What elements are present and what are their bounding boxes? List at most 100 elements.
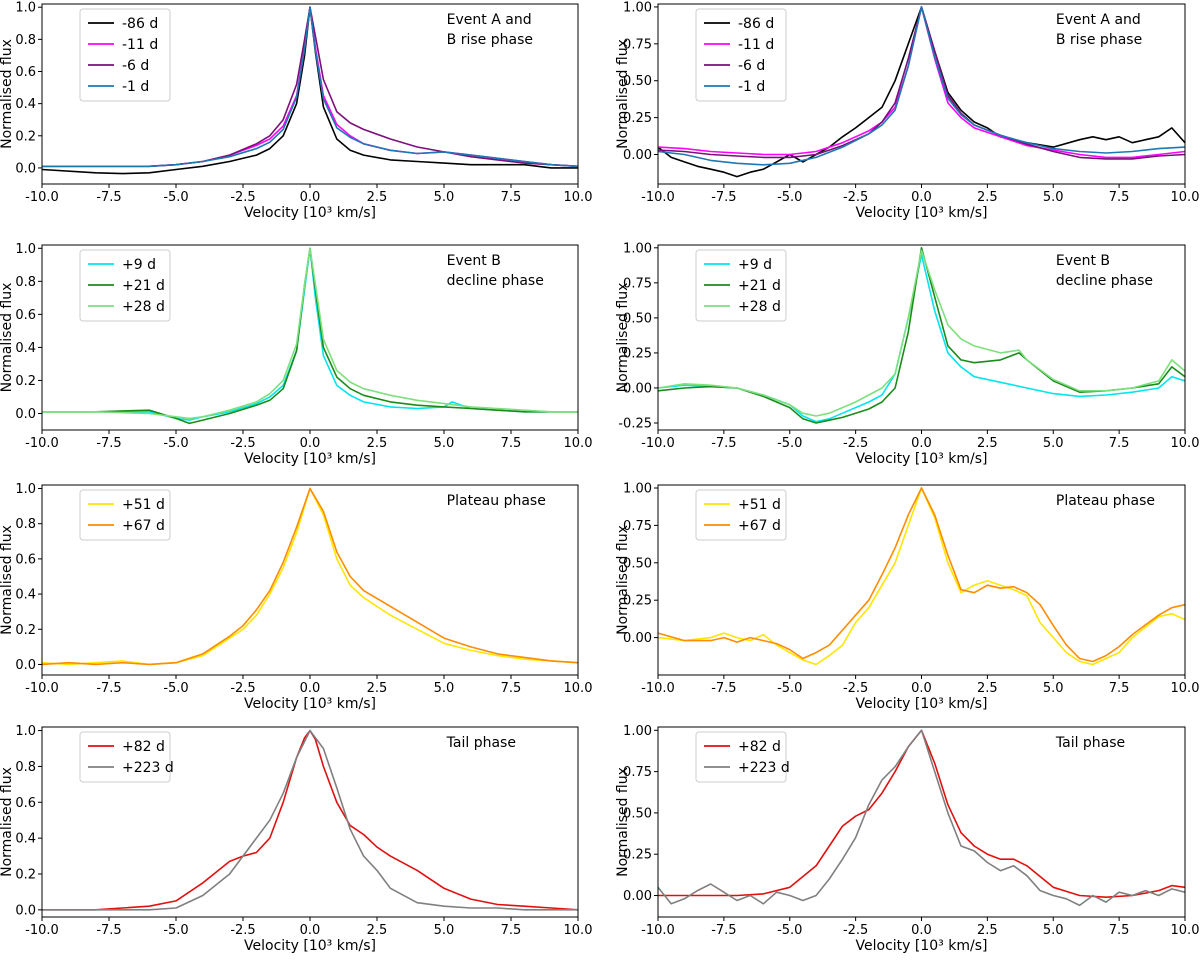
x-tick-label: -5.0 <box>163 190 188 205</box>
series-line-2 <box>658 247 1185 424</box>
y-tick-label: 0.4 <box>15 588 36 603</box>
y-tick-label: 0.6 <box>15 552 36 567</box>
x-tick-label: 0.0 <box>300 681 321 696</box>
legend-label: +9 d <box>738 257 772 273</box>
series-line-3 <box>658 249 1185 417</box>
x-tick-label: 0.0 <box>911 190 932 205</box>
legend-label: +28 d <box>738 299 781 315</box>
series-group <box>658 247 1185 424</box>
x-tick-label: -2.5 <box>843 436 868 451</box>
y-tick-label: 0.4 <box>15 341 36 356</box>
phase-annotation: B rise phase <box>1056 32 1142 48</box>
y-tick-label: 1.00 <box>623 0 652 15</box>
legend-label: +223 d <box>122 760 174 776</box>
x-tick-label: -10.0 <box>641 436 675 451</box>
phase-annotation: Tail phase <box>446 735 516 751</box>
x-axis-label: Velocity [10³ km/s] <box>244 451 376 467</box>
legend-label: -6 d <box>122 58 149 74</box>
panel-p5: -10.0 -7.5 -5.0 -2.5 0.0 2.5 5.0 7.5 10.0 0.00 0.2… <box>615 481 1199 712</box>
series-group <box>42 729 578 911</box>
x-tick-label: 10.0 <box>564 681 593 696</box>
y-axis-label: Normalised flux <box>615 39 631 149</box>
x-tick-label: -7.5 <box>711 681 736 696</box>
legend-label: +51 d <box>738 497 781 513</box>
series-group <box>658 729 1185 907</box>
x-tick-label: 5.0 <box>1043 436 1064 451</box>
panel-p1: -10.0 -7.5 -5.0 -2.5 0.0 2.5 5.0 7.5 10.0 0.00 0.2… <box>615 0 1199 221</box>
y-tick-label: 0.4 <box>15 97 36 112</box>
y-tick-label: 0.50 <box>623 556 652 571</box>
x-axis-label: Velocity [10³ km/s] <box>856 696 988 712</box>
x-tick-label: 7.5 <box>501 190 522 205</box>
y-tick-label: 0.75 <box>623 37 652 52</box>
y-axis-label: Normalised flux <box>615 283 631 393</box>
y-axis-label: Normalised flux <box>0 525 15 635</box>
x-tick-label: 10.0 <box>1171 436 1200 451</box>
y-tick-label: 0.2 <box>15 129 36 144</box>
series-line-3 <box>42 247 578 420</box>
x-tick-label: -5.0 <box>777 190 802 205</box>
legend-label: +82 d <box>122 739 165 755</box>
x-tick-label: 2.5 <box>367 190 388 205</box>
y-tick-label: -0.25 <box>618 416 652 431</box>
panel-p6: -10.0 -7.5 -5.0 -2.5 0.0 2.5 5.0 7.5 10.0 0.0 0.2 0… <box>0 724 592 954</box>
x-tick-label: 7.5 <box>1109 923 1130 938</box>
x-tick-label: -5.0 <box>163 681 188 696</box>
x-tick-label: -7.5 <box>711 190 736 205</box>
x-tick-label: -7.5 <box>96 681 121 696</box>
x-tick-label: 0.0 <box>911 436 932 451</box>
x-tick-label: 2.5 <box>977 190 998 205</box>
series-line-1 <box>658 729 1185 899</box>
phase-annotation: decline phase <box>447 273 544 289</box>
series-line-2 <box>42 729 578 911</box>
x-tick-label: -2.5 <box>230 190 255 205</box>
y-tick-label: 0.2 <box>15 623 36 638</box>
y-axis-label: Normalised flux <box>0 283 15 393</box>
y-tick-label: 0.25 <box>623 594 652 609</box>
panel-p2: -10.0 -7.5 -5.0 -2.5 0.0 2.5 5.0 7.5 10.0 0.0 0.2 0… <box>0 242 592 467</box>
x-axis-label: Velocity [10³ km/s] <box>244 696 376 712</box>
x-tick-label: 0.0 <box>911 923 932 938</box>
y-tick-label: 0.25 <box>623 346 652 361</box>
y-tick-label: 0.8 <box>15 33 36 48</box>
phase-annotation: Tail phase <box>1055 735 1125 751</box>
x-tick-label: 2.5 <box>977 923 998 938</box>
x-tick-label: 10.0 <box>564 923 593 938</box>
x-tick-label: 7.5 <box>501 923 522 938</box>
x-tick-label: -7.5 <box>96 190 121 205</box>
y-tick-label: 0.75 <box>623 519 652 534</box>
legend-label: +223 d <box>738 760 790 776</box>
x-tick-label: -5.0 <box>777 923 802 938</box>
y-tick-label: 1.0 <box>15 1 36 16</box>
legend-label: +21 d <box>122 278 165 294</box>
y-tick-label: 0.6 <box>15 796 36 811</box>
legend-label: -11 d <box>122 37 158 53</box>
x-axis-label: Velocity [10³ km/s] <box>244 205 376 221</box>
y-tick-label: 0.75 <box>623 765 652 780</box>
x-tick-label: -2.5 <box>230 681 255 696</box>
legend-label: +82 d <box>738 739 781 755</box>
y-tick-label: 0.2 <box>15 867 36 882</box>
legend-box <box>79 731 171 783</box>
x-tick-label: -5.0 <box>777 436 802 451</box>
legend-box <box>695 731 787 783</box>
x-tick-label: 2.5 <box>977 436 998 451</box>
y-tick-label: 1.00 <box>623 241 652 256</box>
legend-label: +21 d <box>738 278 781 294</box>
x-tick-label: 0.0 <box>300 190 321 205</box>
x-tick-label: 5.0 <box>1043 923 1064 938</box>
y-tick-label: 0.0 <box>15 903 36 918</box>
x-tick-label: -10.0 <box>25 681 59 696</box>
x-axis-label: Velocity [10³ km/s] <box>244 938 376 954</box>
y-tick-label: 0.8 <box>15 760 36 775</box>
legend-box <box>695 249 787 322</box>
y-tick-label: 1.00 <box>623 481 652 496</box>
y-axis-label: Normalised flux <box>0 767 15 877</box>
legend-box <box>79 489 171 541</box>
phase-annotation: Event B <box>1056 253 1110 269</box>
x-tick-label: -10.0 <box>25 923 59 938</box>
series-line-4 <box>658 6 1185 166</box>
x-tick-label: 7.5 <box>501 436 522 451</box>
panel-p7: -10.0 -7.5 -5.0 -2.5 0.0 2.5 5.0 7.5 10.0 0.00 0.2… <box>615 724 1199 954</box>
